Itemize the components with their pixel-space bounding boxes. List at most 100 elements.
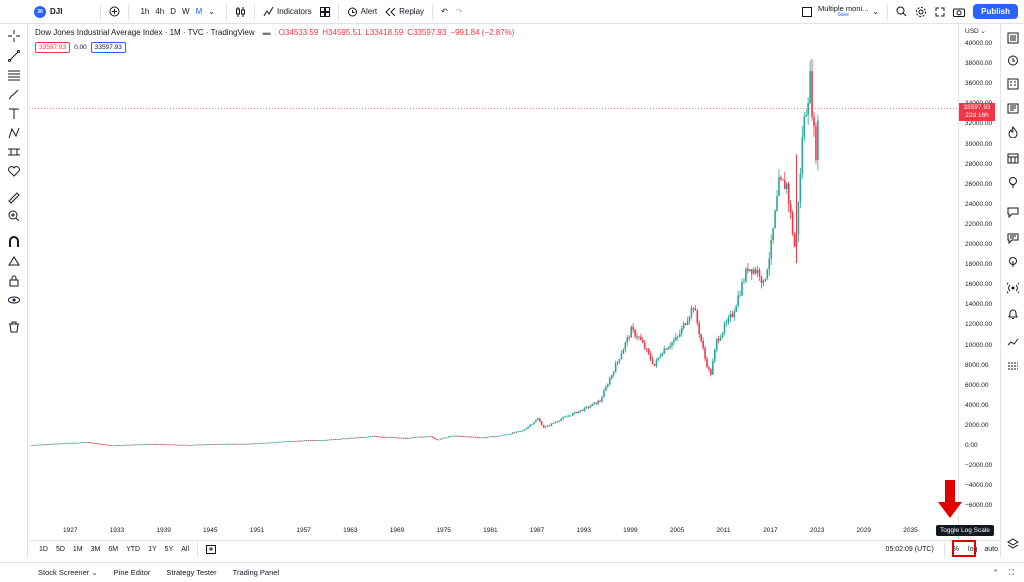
messages-icon[interactable] (1005, 230, 1021, 246)
symbol-search[interactable]: 30 DJI (0, 0, 66, 24)
range-selector: 1D 5D 1M 3M 6M YTD 1Y 5Y All (29, 546, 193, 553)
currency-label[interactable]: USD ⌄ (965, 28, 986, 35)
trading-icon[interactable] (1005, 358, 1021, 374)
compare-button[interactable] (105, 0, 124, 24)
legend-more-icon[interactable]: ▬ (262, 28, 271, 37)
magnet-icon[interactable] (6, 234, 22, 250)
candle-body (87, 442, 90, 444)
heart-icon[interactable] (6, 163, 22, 179)
range-6m[interactable]: 6M (108, 546, 119, 553)
publish-button[interactable]: Publish (973, 4, 1018, 19)
range-1m[interactable]: 1M (72, 546, 83, 553)
candle-body (815, 126, 817, 161)
chart-type-button[interactable] (231, 0, 250, 24)
utc-clock[interactable]: 05:02:09 (UTC) (885, 546, 934, 553)
chevron-down-icon[interactable]: ⌄ (208, 7, 215, 16)
time-tick-label: 1951 (249, 527, 265, 534)
snapshot-button[interactable] (949, 0, 969, 24)
candle-body (601, 397, 603, 402)
candle-body (303, 440, 306, 442)
chart-title[interactable]: Dow Jones Industrial Average Index · 1M … (35, 28, 255, 37)
tab-trading-panel[interactable]: Trading Panel (232, 568, 280, 577)
calendar-icon[interactable] (1005, 150, 1021, 166)
range-ytd[interactable]: YTD (126, 546, 141, 553)
candle-body (760, 276, 763, 283)
chat-icon[interactable] (1005, 204, 1021, 220)
ruler-icon[interactable] (6, 190, 22, 206)
interval-1h[interactable]: 1h (140, 7, 150, 16)
price-chart[interactable] (29, 24, 957, 540)
percent-toggle[interactable]: % (952, 546, 960, 553)
interval-4h[interactable]: 4h (155, 7, 165, 16)
ideas-bulb-icon[interactable] (1005, 174, 1021, 190)
collapse-panel-icon[interactable]: ⌃ (992, 568, 999, 577)
candle-body (572, 413, 574, 416)
price-scale[interactable]: USD ⌄ 40000.0038000.0036000.0034000.0032… (958, 24, 1000, 540)
layers-icon[interactable] (1005, 536, 1021, 552)
pine-chart-icon[interactable] (1005, 334, 1021, 350)
auto-toggle[interactable]: auto (984, 546, 998, 553)
chart-legend: Dow Jones Industrial Average Index · 1M … (35, 28, 514, 37)
time-scale[interactable]: 1927 1933 1939 1945 1951 1957 1963 1969 1975 1981… (29, 522, 957, 540)
trash-icon[interactable] (6, 319, 22, 335)
indicators-button[interactable]: Indicators (259, 0, 316, 24)
fib-retracement-icon[interactable] (6, 67, 22, 83)
interval-w[interactable]: W (182, 7, 190, 16)
undo-button[interactable]: ↶ (437, 0, 452, 24)
hotlist-icon[interactable] (1005, 124, 1021, 140)
data-window-icon[interactable] (1005, 76, 1021, 92)
tab-stock-screener[interactable]: Stock Screener ⌄ (38, 568, 98, 577)
buy-price-chip[interactable]: 33597.93 (90, 42, 126, 53)
candle-body (661, 353, 664, 357)
lock-icon[interactable] (6, 273, 22, 289)
eye-icon[interactable] (6, 292, 22, 308)
text-icon[interactable] (6, 106, 22, 122)
notifications-bell-icon[interactable] (1005, 306, 1021, 322)
layout-selector[interactable]: Multiple moni... Save ⌄ (798, 0, 883, 24)
candle-body (636, 336, 638, 338)
interval-m[interactable]: M (195, 7, 203, 16)
range-5d[interactable]: 5D (55, 546, 65, 553)
broadcast-icon[interactable] (1005, 280, 1021, 296)
tab-strategy-tester[interactable]: Strategy Tester (166, 568, 217, 577)
streams-icon[interactable] (1005, 254, 1021, 270)
interval-d[interactable]: D (170, 7, 177, 16)
candle-body (214, 444, 216, 446)
time-tick-label: 2029 (856, 527, 872, 534)
maximize-panel-icon[interactable]: ⛶ (1008, 567, 1014, 577)
tab-pine-editor[interactable]: Pine Editor (113, 568, 151, 577)
date-range-icon[interactable] (202, 544, 220, 556)
alarm-clock-icon[interactable] (1005, 52, 1021, 68)
sell-price-chip[interactable]: 33597.93 (35, 42, 71, 53)
templates-button[interactable] (316, 0, 334, 24)
range-all[interactable]: All (181, 546, 190, 553)
log-toggle[interactable]: log (968, 546, 978, 553)
prediction-icon[interactable] (6, 144, 22, 160)
fullscreen-button[interactable] (931, 0, 949, 24)
candle-body (354, 437, 356, 439)
pattern-icon[interactable] (6, 125, 22, 141)
redo-button[interactable]: ↷ (452, 0, 467, 24)
zoom-in-icon[interactable] (6, 208, 22, 224)
candle-body (630, 326, 632, 338)
crosshair-icon[interactable] (6, 28, 22, 44)
trend-line-icon[interactable] (6, 48, 22, 64)
candle-body (626, 337, 629, 343)
alert-button[interactable]: Alert (343, 0, 381, 24)
search-button[interactable] (892, 0, 911, 24)
range-5y[interactable]: 5Y (164, 546, 174, 553)
range-3m[interactable]: 3M (90, 546, 101, 553)
candle-body (749, 269, 751, 271)
range-1d[interactable]: 1D (39, 546, 48, 553)
candle-body (149, 444, 152, 445)
brush-icon[interactable] (6, 86, 22, 102)
range-1y[interactable]: 1Y (148, 546, 157, 553)
candle-body (324, 439, 327, 441)
watchlist-icon[interactable] (1005, 30, 1021, 46)
news-icon[interactable] (1005, 100, 1021, 116)
candle-body (470, 436, 473, 438)
replay-button[interactable]: Replay (381, 0, 428, 24)
lock-drawing-icon[interactable] (6, 253, 22, 269)
settings-button[interactable] (911, 0, 931, 24)
time-tick-label: 2005 (669, 527, 685, 534)
